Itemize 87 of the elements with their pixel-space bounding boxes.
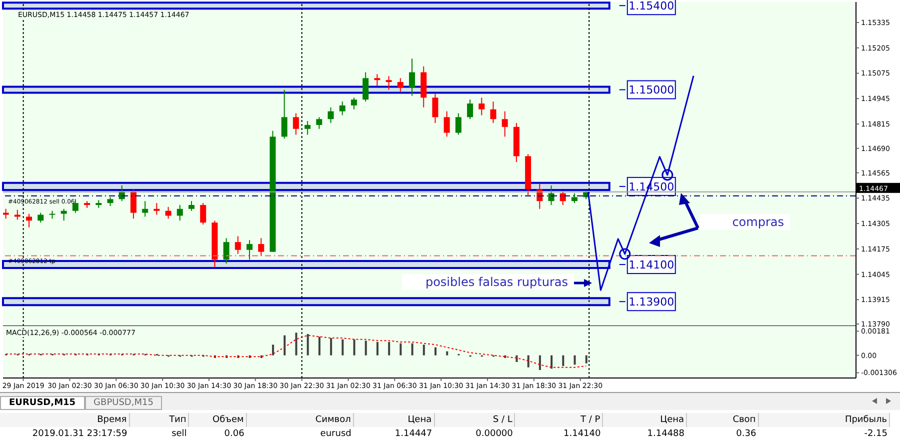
text: -2.15 xyxy=(863,428,888,441)
candlestick xyxy=(130,188,136,220)
bar xyxy=(411,343,414,356)
bar xyxy=(295,332,298,356)
candlestick xyxy=(234,236,241,254)
candlestick xyxy=(560,190,566,206)
candlestick xyxy=(374,74,380,86)
candlestick xyxy=(176,204,183,222)
candlestick xyxy=(154,202,160,216)
candlestick xyxy=(304,120,311,136)
candlestick xyxy=(490,101,496,124)
text: EURUSD,M15 xyxy=(0,396,85,410)
text: Цена xyxy=(353,413,434,427)
text: Символ xyxy=(246,413,354,427)
bar xyxy=(330,338,332,356)
text: GBPUSD,M15 xyxy=(84,396,162,410)
bar xyxy=(353,339,356,356)
candlestick xyxy=(432,93,438,124)
bar xyxy=(562,355,564,366)
candlestick xyxy=(26,213,32,228)
candlestick xyxy=(444,110,450,138)
text: 2019.01.31 23:17:59 xyxy=(31,428,128,441)
text: Прибыль xyxy=(758,413,890,427)
candlestick xyxy=(188,200,194,212)
text: 1.14488 xyxy=(646,428,686,441)
text: Своп xyxy=(686,413,758,427)
candlestick xyxy=(362,72,369,102)
bar xyxy=(284,335,286,356)
band-label: 1.13900 xyxy=(628,296,674,309)
candlestick xyxy=(223,238,230,264)
line-series xyxy=(5,334,587,368)
text: 0.06 xyxy=(223,428,246,441)
bar xyxy=(306,334,309,356)
band-label: 1.15000 xyxy=(628,84,674,97)
bar xyxy=(400,343,402,356)
text: 1.14140 xyxy=(562,428,602,441)
text: 0.36 xyxy=(735,428,758,441)
candlestick xyxy=(386,76,392,90)
bar xyxy=(364,340,367,356)
annotation: posibles falsas rupturas xyxy=(402,274,574,290)
text: Цена xyxy=(602,413,687,427)
bar xyxy=(585,355,588,364)
bar xyxy=(550,355,553,369)
bar xyxy=(527,355,530,368)
bar xyxy=(376,342,378,356)
annotation: compras xyxy=(700,214,790,230)
bar xyxy=(422,344,425,356)
candlestick xyxy=(408,58,415,96)
text: sell xyxy=(170,428,188,441)
candlestick xyxy=(339,101,346,116)
text: eurusd xyxy=(319,428,352,441)
bar xyxy=(272,344,274,356)
text: S / L xyxy=(434,413,515,427)
bar xyxy=(388,342,390,356)
text: Тип xyxy=(129,413,189,427)
candlestick xyxy=(165,206,172,220)
candlestick xyxy=(292,112,299,136)
text: Объем xyxy=(188,413,246,427)
text: T / P xyxy=(514,413,603,427)
band-label: 1.14100 xyxy=(628,258,674,272)
candlestick xyxy=(258,238,264,256)
bar xyxy=(538,355,541,370)
text: 0.00000 xyxy=(474,428,514,441)
candlestick xyxy=(246,240,253,260)
candlestick xyxy=(478,97,485,116)
candlestick xyxy=(142,200,148,218)
bar xyxy=(318,336,320,356)
candlestick xyxy=(350,97,357,110)
band-label: 1.15400 xyxy=(628,0,674,13)
candlestick xyxy=(328,106,334,124)
candlestick xyxy=(200,202,206,226)
candlestick xyxy=(38,212,44,224)
candlestick xyxy=(316,116,322,130)
candlestick xyxy=(467,99,474,120)
candlestick xyxy=(502,110,508,138)
bar xyxy=(446,351,448,356)
candlestick xyxy=(571,192,578,204)
text: 1.14447 xyxy=(394,428,434,441)
text: Время xyxy=(0,413,130,427)
bar xyxy=(342,339,344,356)
candlestick xyxy=(455,112,462,136)
bar xyxy=(434,347,436,356)
candlestick xyxy=(14,209,20,220)
candlestick xyxy=(281,89,288,140)
candlestick xyxy=(60,208,67,222)
bar xyxy=(574,355,576,365)
candlestick xyxy=(397,78,404,92)
